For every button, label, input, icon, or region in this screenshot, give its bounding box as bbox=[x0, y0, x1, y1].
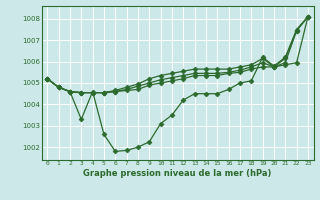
X-axis label: Graphe pression niveau de la mer (hPa): Graphe pression niveau de la mer (hPa) bbox=[84, 169, 272, 178]
